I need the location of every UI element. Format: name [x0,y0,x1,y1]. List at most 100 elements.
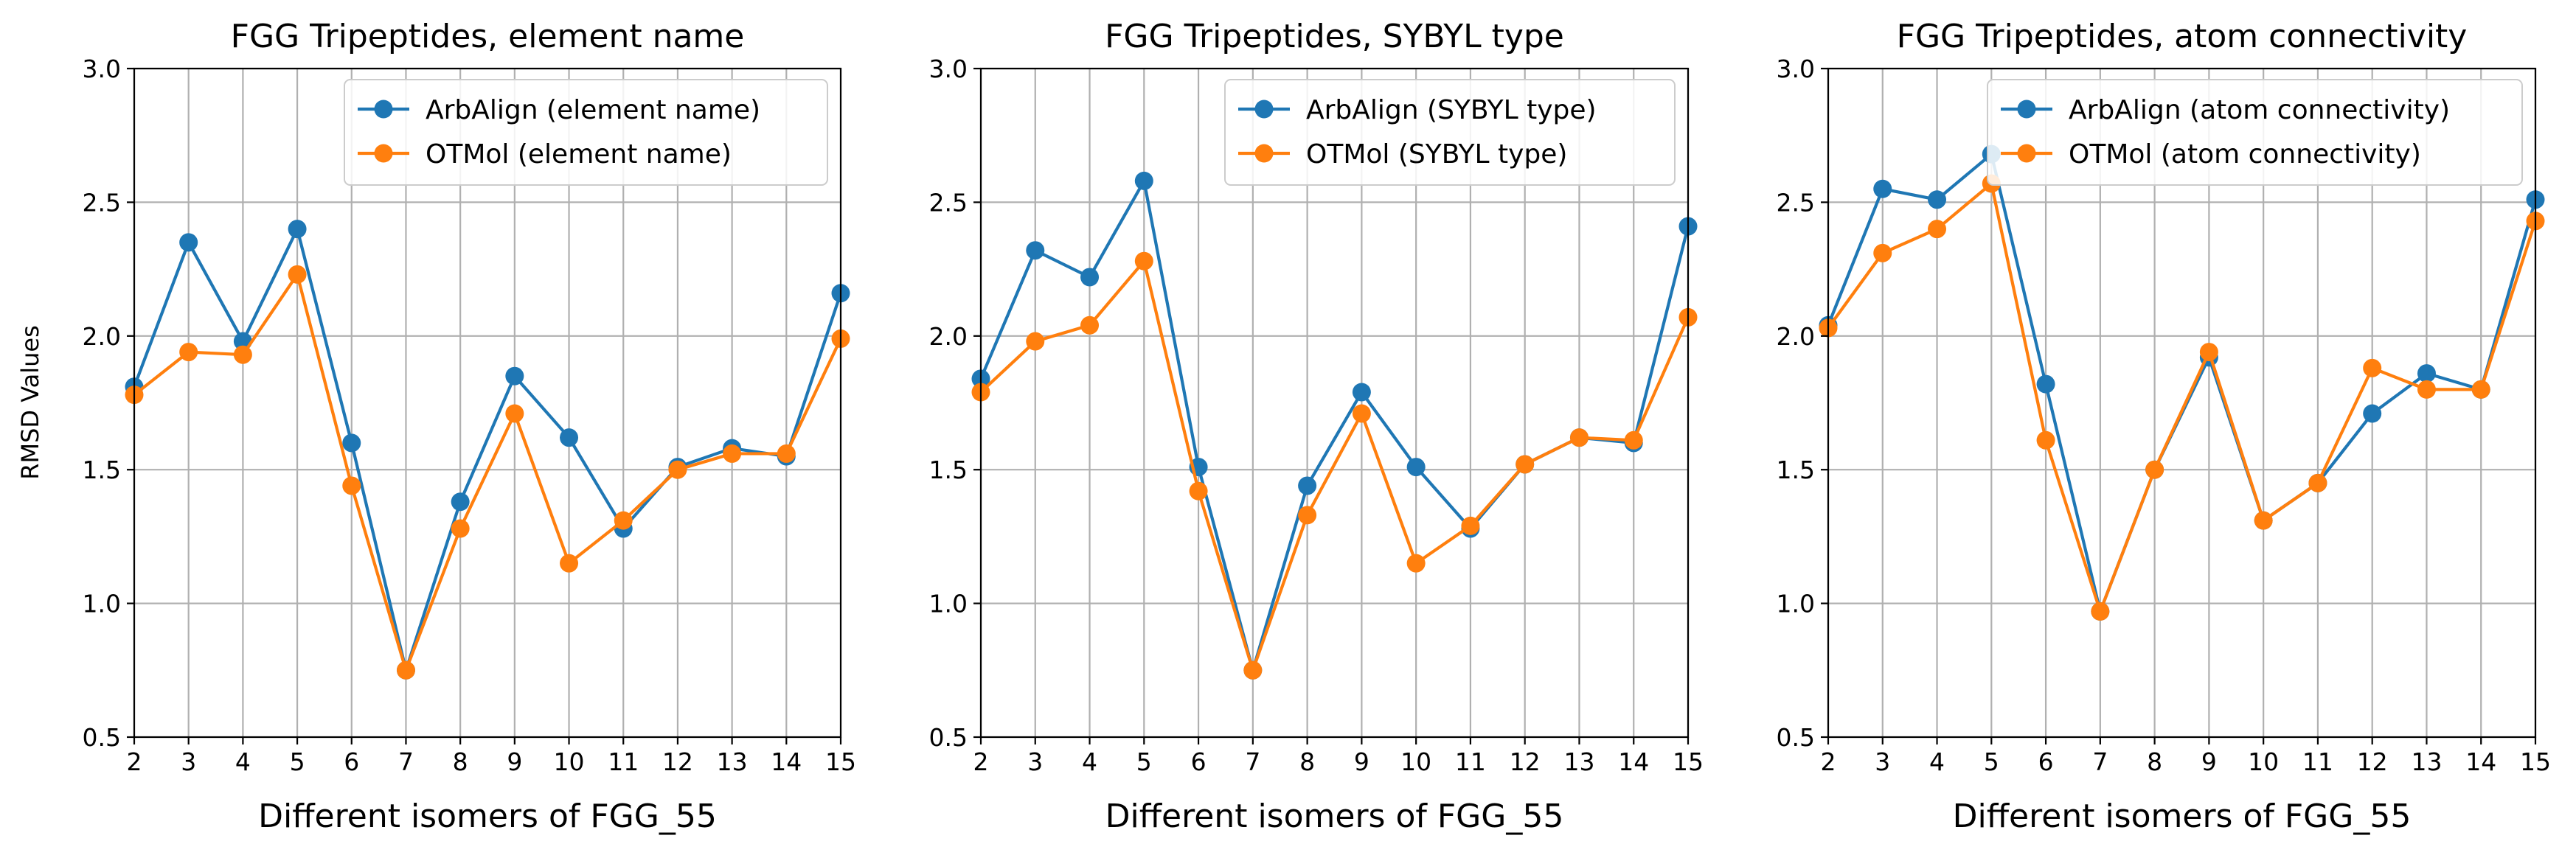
axes-frame [1827,67,2537,739]
legend-marker [1254,100,1274,119]
x-tick-label: 2 [127,747,142,776]
data-point [505,404,524,423]
data-point [288,265,307,284]
data-point [1928,190,1947,209]
data-point [1406,554,1426,573]
legend-marker [2017,144,2036,163]
data-point [1352,404,1371,423]
x-tick-label: 14 [2465,747,2496,776]
x-tick-label: 13 [717,747,748,776]
data-point [505,366,524,386]
data-point [233,345,252,364]
data-point [1516,455,1535,474]
data-point [1624,430,1643,450]
data-point [2145,460,2164,479]
x-tick-label: 8 [1299,747,1315,776]
data-point [2199,343,2218,362]
series-line-otmol [979,259,1690,672]
data-point [1873,179,1892,198]
chart-panel-2: 2 3 4 5 6 7 8 9 10 11 12 13 14 15 0.5 1.0 1.5 2.0 2.5 3.0 FG… [929,18,1704,835]
y-tick-label: 0.5 [83,723,121,752]
series-line-otmol [1827,181,2537,613]
data-point [777,444,796,463]
x-tick-label: 5 [290,747,305,776]
data-point [1569,428,1589,447]
data-point [1026,332,1045,351]
chart-panel-3: 2 3 4 5 6 7 8 9 10 11 12 13 14 15 0.5 1.0 1.5 2.0 2.5 3.0 FG… [1777,18,2551,835]
x-tick-label: 13 [2411,747,2442,776]
x-tick-label: 5 [1136,747,1152,776]
x-tick-label: 11 [2302,747,2333,776]
legend-marker [374,144,393,163]
y-tick-label: 1.5 [83,456,121,484]
x-tick-label: 12 [2357,747,2388,776]
data-point [451,492,470,512]
y-tick-label: 2.5 [1777,188,1815,217]
x-tick-label: 14 [771,747,802,776]
data-point [2417,380,2436,399]
series-line-otmol [133,273,842,672]
y-axis-label: RMSD Values [16,325,44,480]
data-point [1080,315,1100,335]
data-point [2471,380,2490,399]
y-tick-label: 3.0 [83,55,121,83]
legend-label: OTMol (atom connectivity) [2069,139,2421,170]
x-tick-label: 15 [825,747,856,776]
y-tick-label: 1.5 [1777,456,1815,484]
x-tick-label: 6 [2038,747,2054,776]
y-tick-label: 2.5 [83,188,121,217]
data-point [1080,268,1100,287]
data-point [2363,358,2382,377]
x-tick-label: 6 [344,747,359,776]
data-point [2363,404,2382,423]
legend-box [1224,79,1676,186]
x-axis-label: Different isomers of FGG_55 [258,798,717,835]
data-point [2036,374,2055,394]
x-tick-label: 2 [973,747,989,776]
data-point [451,519,470,538]
data-point [1134,171,1153,190]
chart-title: FGG Tripeptides, SYBYL type [1105,18,1564,55]
x-tick-label: 9 [1354,747,1369,776]
data-point [179,233,198,252]
y-tick-label: 2.0 [929,322,968,351]
x-tick-label: 4 [1082,747,1097,776]
data-point [2417,364,2436,383]
y-tick-label: 3.0 [929,55,968,83]
x-tick-label: 12 [1510,747,1541,776]
chart-title: FGG Tripeptides, element name [231,18,745,55]
data-point [2254,511,2273,530]
y-tick-label: 2.0 [83,322,121,351]
x-tick-label: 8 [2147,747,2162,776]
x-tick-label: 3 [1875,747,1890,776]
x-tick-label: 7 [2092,747,2108,776]
x-tick-label: 15 [1673,747,1704,776]
data-point [1189,481,1208,501]
legend-box [1987,79,2523,186]
axes-frame [979,67,1690,739]
y-tick-label: 0.5 [929,723,968,752]
x-tick-label: 15 [2520,747,2551,776]
series-line-arbalign [133,227,842,672]
x-tick-label: 11 [608,747,639,776]
x-tick-label: 14 [1618,747,1649,776]
chart-title: FGG Tripeptides, atom connectivity [1897,18,2468,55]
x-tick-label: 5 [1984,747,1999,776]
legend-marker [2017,100,2036,119]
data-point [668,460,687,479]
y-tick-label: 2.0 [1777,322,1815,351]
y-tick-label: 1.0 [929,590,968,618]
data-point [560,428,579,447]
x-axis-label: Different isomers of FGG_55 [1953,798,2412,835]
x-tick-label: 10 [2248,747,2279,776]
y-tick-label: 0.5 [1777,723,1815,752]
data-point [1406,458,1426,477]
x-tick-label: 13 [1563,747,1594,776]
data-point [342,476,361,495]
data-point [179,343,198,362]
x-tick-label: 12 [662,747,693,776]
data-point [1243,660,1263,680]
data-point [2308,473,2327,492]
y-tick-label: 2.5 [929,188,968,217]
